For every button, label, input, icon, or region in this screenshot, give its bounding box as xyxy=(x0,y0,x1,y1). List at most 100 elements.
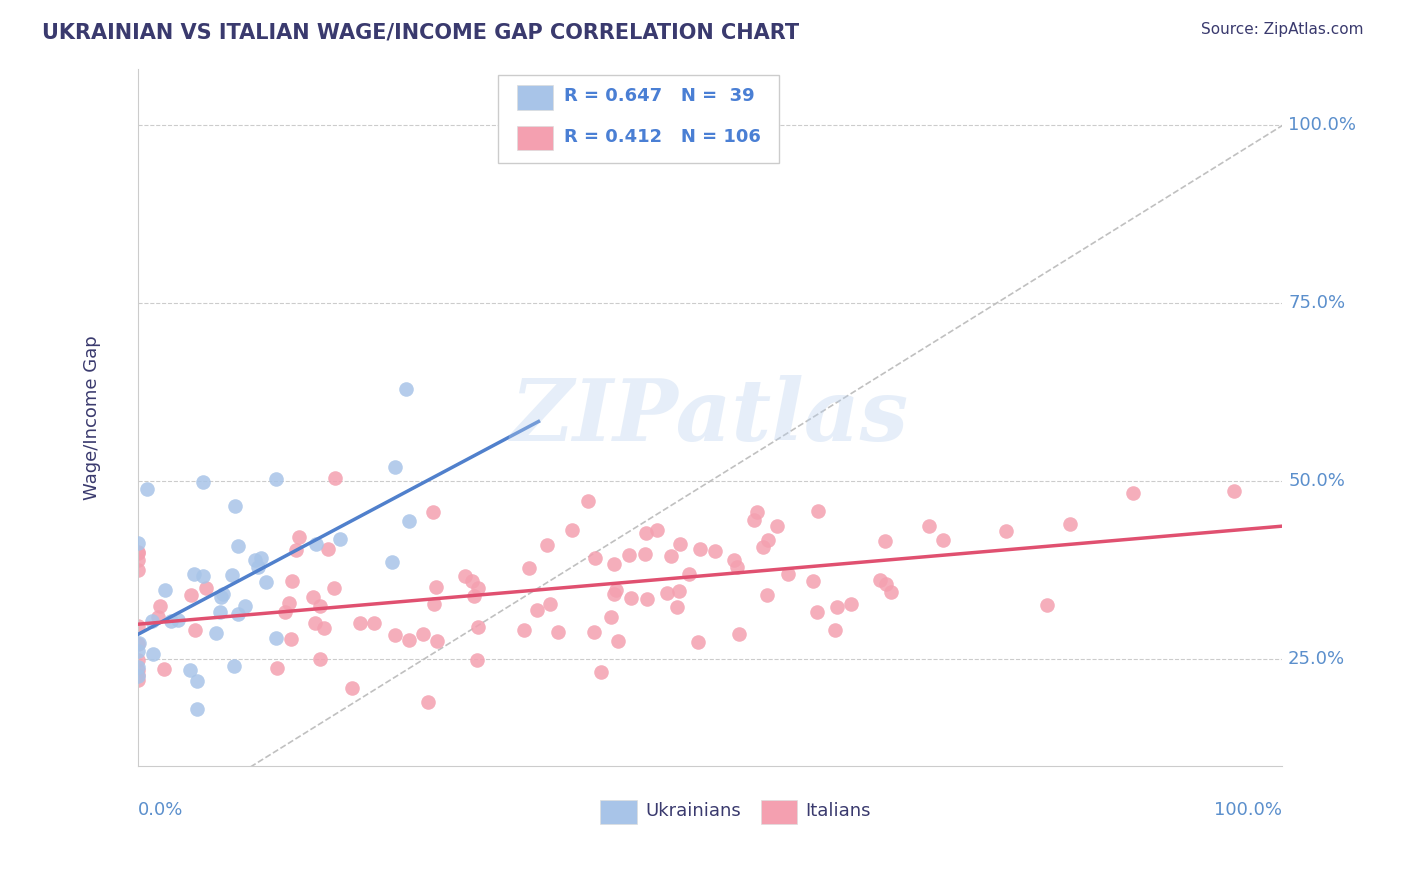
Italians xyxy=(873,534,896,549)
Ukrainians xyxy=(228,607,250,622)
Italians xyxy=(288,530,311,544)
Italians xyxy=(536,538,558,552)
Italians xyxy=(266,661,288,675)
FancyBboxPatch shape xyxy=(517,86,554,110)
Italians xyxy=(184,623,207,637)
Text: R = 0.412   N = 106: R = 0.412 N = 106 xyxy=(564,128,761,146)
Italians xyxy=(323,470,346,484)
Italians xyxy=(412,626,434,640)
Italians xyxy=(745,505,768,519)
Italians xyxy=(1059,517,1081,532)
Ukrainians xyxy=(224,499,246,513)
Ukrainians xyxy=(250,551,273,566)
Text: Wage/Income Gap: Wage/Income Gap xyxy=(83,334,101,500)
Italians xyxy=(689,542,711,557)
Italians xyxy=(806,606,828,620)
Italians xyxy=(807,503,830,517)
Ukrainians xyxy=(264,631,287,645)
Italians xyxy=(416,695,439,709)
Ukrainians xyxy=(127,669,149,683)
Ukrainians xyxy=(191,475,214,489)
Ukrainians xyxy=(142,647,165,661)
Italians xyxy=(304,615,326,630)
Text: 75.0%: 75.0% xyxy=(1288,294,1346,312)
Text: UKRAINIAN VS ITALIAN WAGE/INCOME GAP CORRELATION CHART: UKRAINIAN VS ITALIAN WAGE/INCOME GAP COR… xyxy=(42,22,799,42)
Italians xyxy=(869,574,891,588)
Italians xyxy=(576,493,599,508)
Italians xyxy=(461,574,484,588)
Ukrainians xyxy=(186,702,208,716)
Ukrainians xyxy=(381,555,404,569)
Ukrainians xyxy=(384,460,406,475)
Text: 25.0%: 25.0% xyxy=(1288,650,1346,668)
Italians xyxy=(547,624,569,639)
Ukrainians xyxy=(245,553,267,567)
Italians xyxy=(603,587,626,601)
Italians xyxy=(309,599,332,613)
Ukrainians xyxy=(233,599,256,614)
Italians xyxy=(665,600,688,615)
Italians xyxy=(454,569,477,583)
Italians xyxy=(583,551,606,566)
Italians xyxy=(742,513,765,527)
Ukrainians xyxy=(209,605,232,619)
Italians xyxy=(668,584,690,599)
Italians xyxy=(349,616,371,631)
Italians xyxy=(620,591,643,606)
Italians xyxy=(932,533,955,548)
Ukrainians xyxy=(224,659,246,673)
Italians xyxy=(467,581,489,595)
Ukrainians xyxy=(246,560,269,574)
Italians xyxy=(645,524,668,538)
Italians xyxy=(634,547,657,561)
Italians xyxy=(194,581,217,595)
Ukrainians xyxy=(128,636,150,650)
Italians xyxy=(825,599,848,614)
Italians xyxy=(603,557,626,571)
Ukrainians xyxy=(183,566,205,581)
Italians xyxy=(669,537,692,551)
Italians xyxy=(752,540,775,554)
Italians xyxy=(723,552,745,566)
Italians xyxy=(801,574,824,588)
Italians xyxy=(422,505,444,519)
FancyBboxPatch shape xyxy=(761,800,797,824)
Italians xyxy=(423,598,446,612)
Italians xyxy=(1035,599,1057,613)
Italians xyxy=(127,673,149,688)
Italians xyxy=(127,553,149,567)
Text: 100.0%: 100.0% xyxy=(1215,801,1282,819)
Italians xyxy=(127,619,149,633)
Ukrainians xyxy=(329,532,352,546)
Italians xyxy=(127,545,149,559)
Italians xyxy=(755,588,778,602)
Italians xyxy=(1223,483,1246,498)
Italians xyxy=(426,634,449,648)
Italians xyxy=(384,628,406,642)
Italians xyxy=(703,543,725,558)
Italians xyxy=(127,563,149,577)
Italians xyxy=(278,596,301,610)
Italians xyxy=(323,581,346,595)
Ukrainians xyxy=(395,382,418,396)
Text: 0.0%: 0.0% xyxy=(138,801,183,819)
Ukrainians xyxy=(179,664,201,678)
Italians xyxy=(600,609,623,624)
Italians xyxy=(659,549,682,564)
Italians xyxy=(180,588,202,602)
Italians xyxy=(127,663,149,677)
Italians xyxy=(839,598,862,612)
Italians xyxy=(619,548,641,562)
Italians xyxy=(824,623,846,637)
Text: Italians: Italians xyxy=(806,802,870,820)
Italians xyxy=(127,637,149,651)
Ukrainians xyxy=(167,613,190,627)
Italians xyxy=(467,620,489,634)
Italians xyxy=(538,597,561,611)
Italians xyxy=(274,605,297,619)
Text: Ukrainians: Ukrainians xyxy=(645,802,741,820)
Ukrainians xyxy=(141,614,163,628)
Italians xyxy=(678,566,700,581)
Ukrainians xyxy=(226,539,249,553)
Italians xyxy=(880,585,903,599)
